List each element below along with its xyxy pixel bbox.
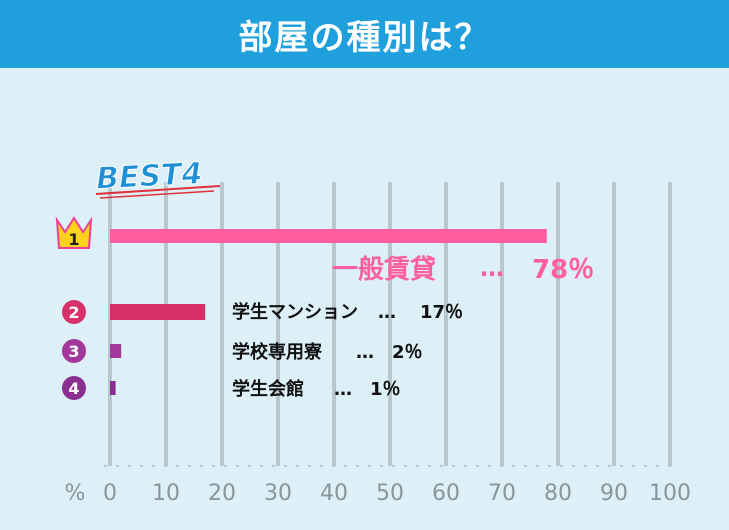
bar-4 [110,381,116,395]
rank-3-label: 3 [68,342,79,361]
best4-underline-2 [99,190,215,199]
category-label-4: 学生会館 [232,378,304,400]
category-label-2: 学生マンション [232,301,358,323]
category-label-1: 一般賃貸 [332,254,436,285]
rank-4-badge [62,376,86,400]
x-tick-label-50: 50 [376,481,404,506]
x-tick-label-70: 70 [488,481,516,506]
rank-1-label: 1 [68,230,79,249]
x-tick-label-40: 40 [320,481,348,506]
crown-icon [55,216,93,249]
x-tick-label-30: 30 [264,481,292,506]
separator-4: … [334,379,352,400]
page-title: 部屋の種別は？ [238,17,491,58]
bar-3 [110,344,122,358]
separator-3: … [356,342,374,363]
x-tick-label-10: 10 [152,481,180,506]
category-label-3: 学校専用寮 [232,341,323,363]
value-label-1: 78％ [532,255,594,285]
rank-2-badge [62,300,86,324]
x-tick-label-100: 100 [649,481,691,506]
title-bar: 部屋の種別は？ [0,0,729,68]
value-label-3: 2％ [392,342,423,363]
rank-3-badge [62,339,86,363]
axis-unit-label: % [65,481,86,506]
value-label-4: 1％ [370,379,401,400]
bar-1 [110,229,547,243]
x-tick-label-80: 80 [544,481,572,506]
separator-1: … [480,254,504,282]
separator-2: … [378,302,396,323]
rank-4-label: 4 [68,379,79,398]
bar-2 [110,304,206,320]
x-tick-label-90: 90 [600,481,628,506]
x-tick-label-20: 20 [208,481,236,506]
x-tick-label-60: 60 [432,481,460,506]
value-label-2: 17％ [420,302,463,323]
x-tick-label-0: 0 [103,481,117,506]
rank-2-label: 2 [68,303,79,322]
best4-underline-1 [95,185,221,195]
